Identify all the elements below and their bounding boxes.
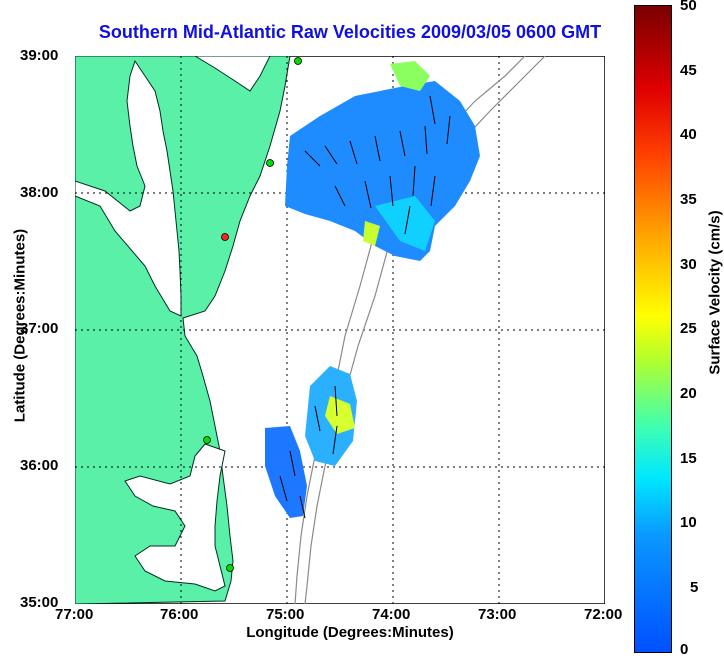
colorbar-tick: 10 [680, 514, 697, 531]
velocity-patch-north [285, 61, 480, 261]
station-markers [203, 57, 302, 572]
colorbar-tick: 30 [680, 256, 697, 273]
y-tick: 37:00 [20, 320, 59, 337]
x-tick: 73:00 [478, 606, 517, 623]
colorbar-tick: 25 [680, 320, 697, 337]
colorbar-tick: 45 [680, 62, 697, 79]
velocity-vectors [279, 95, 451, 519]
map-plot [75, 56, 605, 604]
colorbar-label: Surface Velocity (cm/s) [706, 210, 724, 375]
x-tick: 75:00 [266, 606, 305, 623]
x-tick: 77:00 [55, 606, 94, 623]
y-tick: 38:00 [20, 184, 59, 201]
y-tick: 39:00 [20, 47, 59, 64]
station-marker [266, 159, 274, 167]
colorbar-tick: 5 [690, 579, 699, 596]
y-axis-label: Latitude (Degrees:Minutes) [11, 228, 29, 423]
station-marker [226, 564, 234, 572]
station-marker [203, 436, 211, 444]
x-axis-label: Longitude (Degrees:Minutes) [246, 624, 454, 641]
y-tick: 35:00 [20, 594, 59, 611]
colorbar-tick: 20 [680, 385, 697, 402]
colorbar-tick: 40 [680, 126, 697, 143]
velocity-patch-south [265, 366, 357, 518]
pamlico-sound [124, 443, 226, 592]
x-tick: 76:00 [160, 606, 199, 623]
land-mainland [75, 56, 291, 604]
station-marker [294, 57, 302, 65]
colorbar-tick: 15 [680, 450, 697, 467]
chesapeake-bay [75, 59, 182, 317]
delaware-bay [194, 56, 271, 92]
map-title: Southern Mid-Atlantic Raw Velocities 200… [98, 22, 602, 42]
station-marker [221, 233, 229, 241]
x-tick: 74:00 [372, 606, 411, 623]
colorbar-tick: 35 [680, 191, 697, 208]
colorbar-tick: 50 [680, 0, 697, 14]
colorbar [634, 5, 672, 653]
colorbar-tick: 0 [680, 641, 689, 658]
y-tick: 36:00 [20, 457, 59, 474]
x-tick: 72:00 [584, 606, 623, 623]
